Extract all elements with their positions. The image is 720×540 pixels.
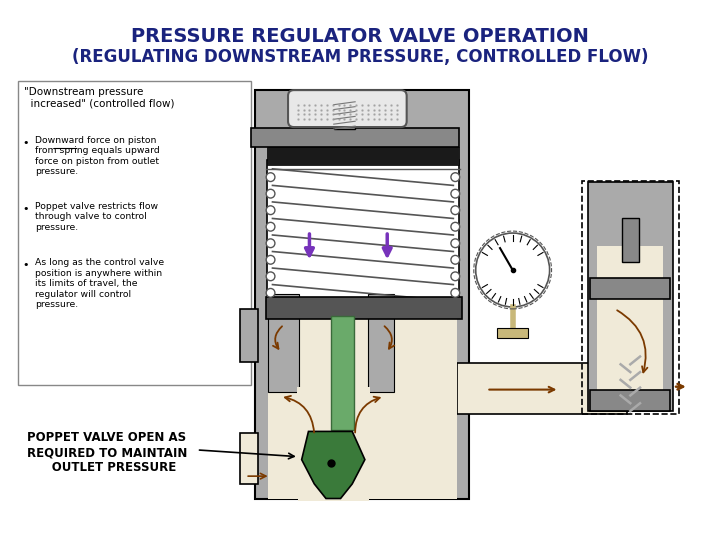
Circle shape <box>476 233 549 307</box>
Bar <box>334 98 355 129</box>
Text: Poppet valve restricts flow
through valve to control
pressure.: Poppet valve restricts flow through valv… <box>35 202 158 232</box>
FancyBboxPatch shape <box>288 90 407 127</box>
Circle shape <box>266 255 275 264</box>
Bar <box>590 389 670 411</box>
Bar <box>268 294 299 392</box>
Circle shape <box>451 239 459 248</box>
Bar <box>266 160 459 304</box>
Bar <box>255 90 469 498</box>
Bar <box>590 278 670 299</box>
Circle shape <box>266 206 275 214</box>
Bar <box>368 294 394 392</box>
Text: Downward force on piston
from spring equals upward
force on piston from outlet
p: Downward force on piston from spring equ… <box>35 136 160 176</box>
Bar <box>240 434 258 484</box>
Text: As long as the control valve
position is anywhere within
its limits of travel, t: As long as the control valve position is… <box>35 258 164 309</box>
Bar <box>598 246 663 411</box>
Bar <box>268 285 457 498</box>
Text: "Downstream pressure
  increased" (controlled flow): "Downstream pressure increased" (control… <box>24 87 174 109</box>
Circle shape <box>451 173 459 181</box>
Bar <box>240 309 258 362</box>
Text: POPPET VALVE OPEN AS
REQUIRED TO MAINTAIN
      OUTLET PRESSURE: POPPET VALVE OPEN AS REQUIRED TO MAINTAI… <box>27 431 188 475</box>
Bar <box>582 180 679 414</box>
Circle shape <box>451 255 459 264</box>
Bar <box>621 219 639 262</box>
Bar <box>588 183 673 411</box>
Bar <box>297 387 370 498</box>
Text: •: • <box>22 138 29 148</box>
Bar <box>266 147 459 165</box>
Text: PRESSURE REGULATOR VALVE OPERATION: PRESSURE REGULATOR VALVE OPERATION <box>131 27 589 46</box>
Bar <box>497 328 528 338</box>
Circle shape <box>451 272 459 281</box>
Circle shape <box>266 173 275 181</box>
Bar <box>298 490 369 502</box>
Circle shape <box>451 222 459 231</box>
Circle shape <box>266 272 275 281</box>
Circle shape <box>451 190 459 198</box>
Circle shape <box>266 190 275 198</box>
Bar <box>330 316 354 430</box>
Circle shape <box>266 222 275 231</box>
Circle shape <box>266 239 275 248</box>
Text: •: • <box>22 204 29 214</box>
Bar <box>266 297 462 319</box>
Circle shape <box>266 288 275 297</box>
Circle shape <box>451 206 459 214</box>
Circle shape <box>451 288 459 297</box>
Bar <box>457 363 627 414</box>
Text: •: • <box>22 260 29 271</box>
Bar <box>18 82 251 384</box>
Bar <box>251 128 459 147</box>
Polygon shape <box>302 431 365 498</box>
Text: (REGULATING DOWNSTREAM PRESSURE, CONTROLLED FLOW): (REGULATING DOWNSTREAM PRESSURE, CONTROL… <box>72 48 648 66</box>
